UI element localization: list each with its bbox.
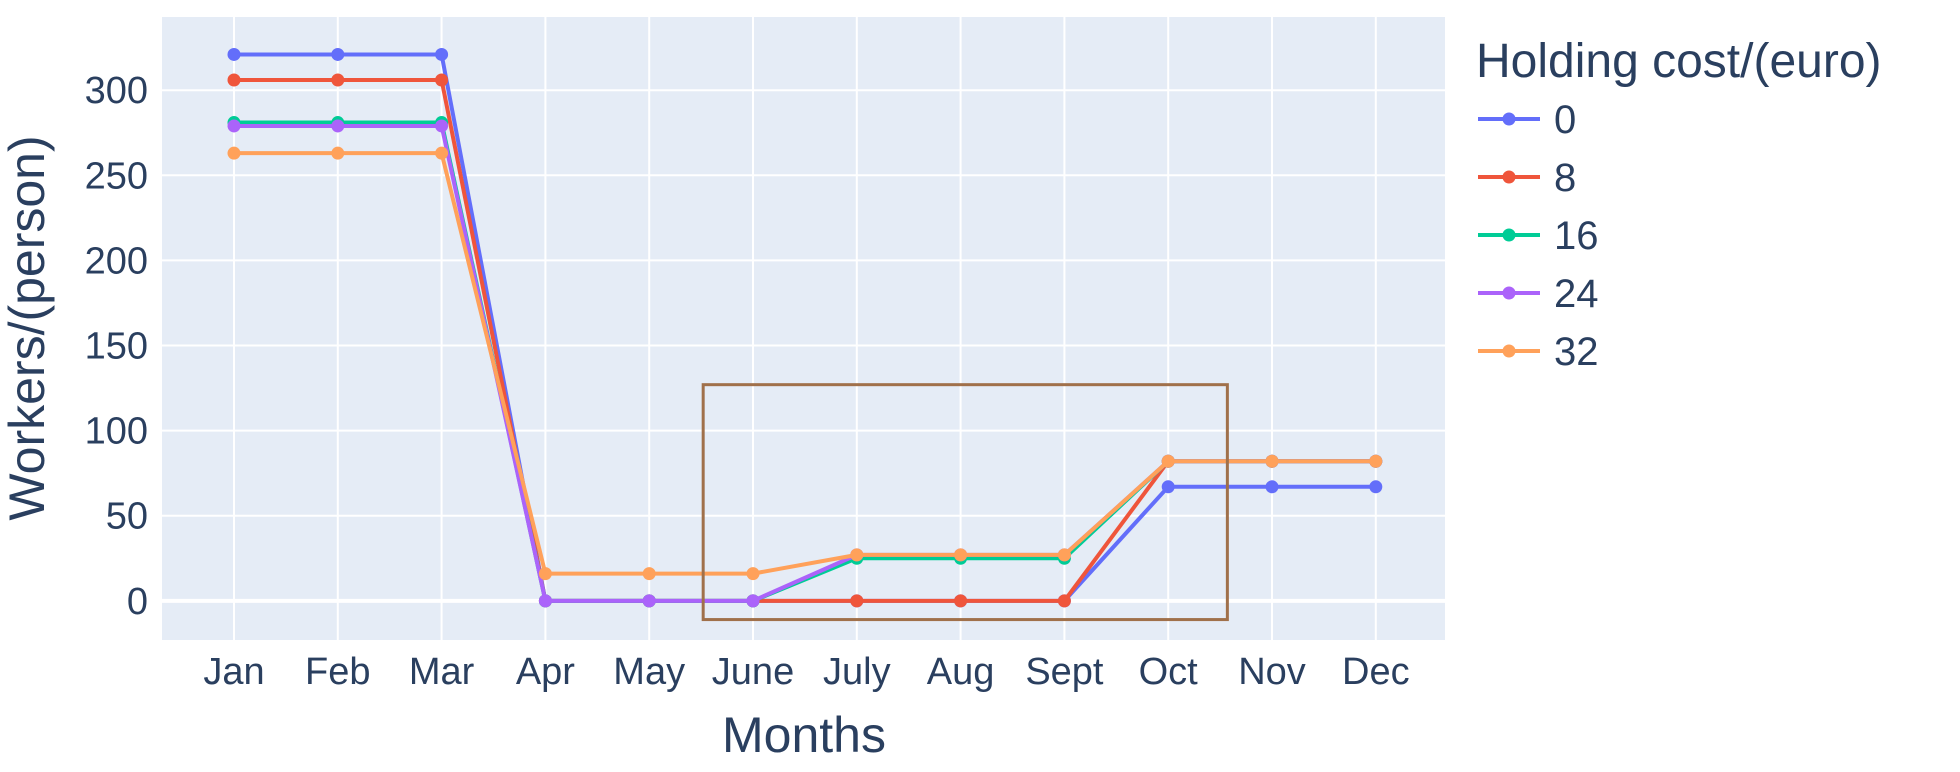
x-tick-label: Sept (1025, 651, 1104, 693)
legend-title: Holding cost/(euro) (1476, 35, 1882, 88)
legend-item[interactable]: 0 (1478, 98, 1576, 142)
legend-label: 0 (1554, 98, 1576, 142)
data-point (538, 567, 552, 581)
data-point (1057, 594, 1071, 608)
data-point (1265, 454, 1279, 468)
y-tick-label: 100 (85, 411, 148, 453)
y-tick-label: 50 (106, 496, 148, 538)
data-point (746, 594, 760, 608)
data-point (331, 146, 345, 160)
data-point (227, 119, 241, 133)
data-point (642, 594, 656, 608)
data-point (435, 47, 449, 61)
y-tick-labels: 0 50 100 150 200 250 300 (85, 70, 148, 623)
data-point (746, 567, 760, 581)
data-point (1161, 454, 1175, 468)
legend-label: 32 (1554, 330, 1599, 374)
legend-marker (1502, 112, 1516, 126)
data-point (435, 73, 449, 87)
data-point (331, 119, 345, 133)
data-point (227, 146, 241, 160)
legend-marker (1502, 286, 1516, 300)
data-point (1265, 480, 1279, 494)
series-layer (227, 47, 1383, 608)
data-point (954, 548, 968, 562)
legend-label: 16 (1554, 214, 1599, 258)
data-point (1369, 480, 1383, 494)
data-point (331, 73, 345, 87)
x-axis-title: Months (722, 707, 886, 763)
y-tick-label: 250 (85, 155, 148, 197)
x-tick-label: Feb (305, 651, 370, 693)
data-point (435, 119, 449, 133)
x-tick-label: Mar (409, 651, 475, 693)
y-tick-label: 300 (85, 70, 148, 112)
x-tick-label: July (823, 651, 891, 693)
data-point (227, 73, 241, 87)
data-point (435, 146, 449, 160)
x-tick-label: Apr (516, 651, 575, 693)
x-tick-label: Aug (927, 651, 995, 693)
legend-marker (1502, 344, 1516, 358)
plot-background (162, 17, 1445, 640)
legend-item[interactable]: 32 (1478, 330, 1599, 374)
x-tick-label: Dec (1342, 651, 1410, 693)
data-point (850, 548, 864, 562)
series-line (234, 151, 1376, 576)
x-tick-labels: Jan Feb Mar Apr May June July Aug Sept Oct Nov Dec (203, 651, 1409, 693)
series-32 (227, 146, 1383, 581)
highlight-rectangle (701, 383, 1229, 622)
legend-marker (1502, 170, 1516, 184)
data-point (331, 47, 345, 61)
legend: Holding cost/(euro) 0 8 16 24 32 (1476, 35, 1882, 374)
legend-item[interactable]: 16 (1478, 214, 1599, 258)
legend-items: 0 8 16 24 32 (1478, 98, 1599, 374)
y-tick-label: 200 (85, 240, 148, 282)
legend-item[interactable]: 8 (1478, 156, 1576, 200)
legend-label: 8 (1554, 156, 1576, 200)
x-tick-label: May (613, 651, 685, 693)
x-tick-label: Nov (1238, 651, 1306, 693)
data-point (227, 47, 241, 61)
data-point (1161, 480, 1175, 494)
data-point (1369, 454, 1383, 468)
x-tick-label: Jan (203, 651, 264, 693)
data-point (850, 594, 864, 608)
data-point (954, 594, 968, 608)
y-tick-label: 150 (85, 326, 148, 368)
data-point (1057, 548, 1071, 562)
legend-item[interactable]: 24 (1478, 272, 1599, 316)
x-tick-label: June (712, 651, 794, 693)
y-axis-title: Workers/(person) (0, 135, 55, 520)
y-tick-label: 0 (127, 581, 148, 623)
annotation-layer (701, 383, 1229, 622)
data-point (538, 594, 552, 608)
legend-marker (1502, 228, 1516, 242)
data-point (642, 567, 656, 581)
x-tick-label: Oct (1139, 651, 1199, 693)
legend-label: 24 (1554, 272, 1599, 316)
